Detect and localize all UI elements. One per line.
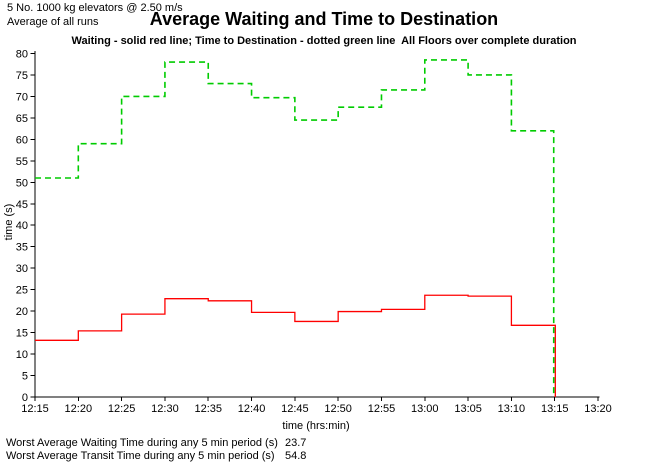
stat-label-worst-waiting: Worst Average Waiting Time during any 5 … <box>6 437 278 449</box>
y-tick-label: 0 <box>22 392 28 404</box>
y-tick-label: 15 <box>16 328 28 340</box>
x-tick-label: 12:50 <box>324 403 352 415</box>
x-tick-label: 12:30 <box>151 403 179 415</box>
y-tick-label: 10 <box>16 349 28 361</box>
x-tick-label: 12:15 <box>21 403 49 415</box>
stat-value-worst-transit: 54.8 <box>285 450 307 462</box>
y-tick-label: 55 <box>16 156 28 168</box>
y-tick-label: 20 <box>16 306 28 318</box>
y-tick-label: 70 <box>16 91 28 103</box>
y-tick-label: 40 <box>16 220 28 232</box>
chart-subtitle: Waiting - solid red line; Time to Destin… <box>71 35 577 47</box>
chart-title: Average Waiting and Time to Destination <box>149 9 499 29</box>
y-tick-label: 65 <box>16 113 28 125</box>
y-tick-label: 45 <box>16 199 28 211</box>
x-tick-label: 12:25 <box>108 403 136 415</box>
x-axis-title: time (hrs:min) <box>282 420 350 432</box>
y-tick-label: 30 <box>16 263 28 275</box>
x-tick-label: 12:35 <box>194 403 222 415</box>
x-tick-label: 12:55 <box>368 403 396 415</box>
y-tick-label: 5 <box>22 371 28 383</box>
stat-row-worst-transit: Worst Average Transit Time during any 5 … <box>6 450 646 462</box>
x-tick-label: 13:10 <box>498 403 526 415</box>
y-tick-label: 75 <box>16 70 28 82</box>
stat-label-worst-transit: Worst Average Transit Time during any 5 … <box>6 450 275 462</box>
x-tick-label: 12:40 <box>238 403 266 415</box>
y-tick-label: 50 <box>16 177 28 189</box>
config-info-line-1: 5 No. 1000 kg elevators @ 2.50 m/s <box>7 2 183 14</box>
stat-value-worst-waiting: 23.7 <box>285 437 307 449</box>
x-tick-label: 13:05 <box>454 403 482 415</box>
x-tick-label: 13:00 <box>411 403 439 415</box>
x-tick-label: 13:20 <box>584 403 612 415</box>
y-axis-title: time (s) <box>3 203 15 241</box>
config-info-line-2: Average of all runs <box>7 16 99 28</box>
stat-row-worst-waiting: Worst Average Waiting Time during any 5 … <box>6 437 646 449</box>
x-tick-label: 12:45 <box>281 403 309 415</box>
y-tick-label: 80 <box>16 48 28 60</box>
y-tick-label: 35 <box>16 242 28 254</box>
series-line-waiting <box>35 294 556 397</box>
y-tick-label: 25 <box>16 285 28 297</box>
x-tick-label: 12:20 <box>65 403 93 415</box>
y-tick-label: 60 <box>16 134 28 146</box>
x-tick-label: 13:15 <box>541 403 569 415</box>
series-line-time-to-destination <box>35 59 555 397</box>
